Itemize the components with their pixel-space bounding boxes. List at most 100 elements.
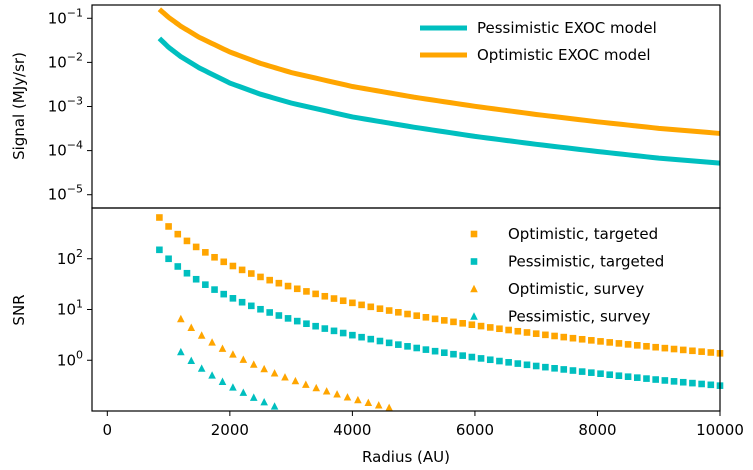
data-point [551, 365, 558, 372]
data-point [450, 350, 457, 358]
data-point [333, 390, 341, 398]
legend-marker-swatch [470, 312, 478, 320]
data-point [260, 364, 268, 373]
data-point [459, 320, 466, 327]
data-point [542, 331, 549, 339]
snr-panel: 102 101 100 0 2000 4000 6000 8000 10000 SNR Rad… [10, 207, 744, 466]
data-point [468, 353, 476, 361]
legend-label: Optimistic, survey [508, 280, 644, 298]
data-point [440, 317, 448, 324]
legend-marker-swatch [470, 258, 478, 265]
data-point [422, 313, 430, 321]
snr-y-ticks: 102 101 100 [57, 247, 92, 369]
data-point [468, 321, 476, 329]
data-point [284, 315, 292, 322]
data-point [578, 335, 586, 343]
y-tick-label: 102 [57, 247, 83, 268]
data-point [177, 347, 185, 356]
data-point [187, 356, 196, 365]
data-point [496, 357, 503, 365]
data-point [358, 301, 365, 309]
data-point [689, 379, 696, 387]
data-point [303, 288, 310, 295]
data-point [679, 378, 687, 386]
data-point [321, 325, 329, 332]
data-point [208, 371, 216, 379]
data-point [643, 342, 650, 350]
data-point [376, 337, 384, 345]
data-point [551, 332, 558, 340]
data-point [707, 349, 715, 356]
legend-label: Pessimistic EXOC model [477, 19, 657, 37]
data-point [597, 338, 604, 345]
y-tick-label: 100 [57, 348, 83, 369]
data-point [505, 359, 512, 366]
data-point [202, 249, 209, 256]
data-point [257, 305, 264, 313]
data-point [486, 356, 494, 364]
data-point [270, 369, 279, 377]
data-point [238, 298, 246, 306]
data-point [624, 373, 632, 380]
data-point [606, 339, 614, 346]
data-point [560, 333, 568, 341]
data-point [404, 343, 411, 350]
y-tick-label: 10−3 [48, 95, 83, 116]
data-point [358, 333, 365, 341]
data-point [275, 312, 283, 319]
data-point [229, 383, 237, 391]
data-point [174, 263, 182, 270]
radius-x-ticks: 0 2000 4000 6000 8000 10000 [103, 411, 744, 439]
signal-y-axis-title: Signal (MJy/sr) [10, 52, 28, 160]
data-point [413, 312, 421, 319]
data-point [249, 360, 258, 368]
data-point [302, 380, 310, 388]
data-point [698, 348, 705, 355]
data-point [165, 223, 172, 230]
data-point [633, 374, 641, 381]
data-point [376, 305, 384, 313]
data-point [312, 322, 319, 330]
data-point [218, 377, 227, 385]
y-tick-label: 10−2 [48, 50, 83, 71]
data-point [339, 297, 347, 305]
data-point [266, 309, 273, 316]
snr-legend: Optimistic, targeted Pessimistic, targete… [470, 225, 664, 326]
data-point [707, 381, 715, 389]
data-point [523, 361, 531, 369]
legend-label: Pessimistic, targeted [508, 253, 664, 271]
data-point [385, 339, 393, 347]
data-point [291, 376, 300, 385]
data-point [624, 341, 632, 348]
data-point [211, 253, 218, 261]
data-point [431, 347, 439, 355]
data-point [505, 326, 512, 334]
data-point [569, 367, 577, 374]
data-point [165, 255, 172, 263]
data-point [523, 329, 531, 336]
data-point [496, 325, 503, 333]
data-point [229, 350, 237, 358]
data-point [477, 355, 485, 362]
data-point [260, 397, 268, 406]
signal-y-ticks: 10−1 10−2 10−3 10−4 10−5 [48, 6, 92, 204]
x-tick-label: 6000 [456, 421, 494, 439]
x-tick-label: 0 [103, 421, 113, 439]
data-point [670, 378, 678, 385]
data-point [514, 360, 522, 367]
data-point [220, 258, 228, 266]
data-point [661, 344, 669, 352]
data-point [422, 346, 430, 353]
data-point [615, 340, 623, 347]
data-point [364, 398, 373, 406]
x-tick-label: 10000 [696, 421, 744, 439]
data-point [385, 307, 393, 314]
data-point [218, 344, 227, 352]
data-point [183, 269, 191, 277]
x-tick-label: 2000 [211, 421, 249, 439]
data-point [192, 243, 200, 251]
signal-panel: 10−1 10−2 10−3 10−4 10−5 Signal (MJy/sr) Pes… [10, 4, 721, 209]
data-point [578, 368, 586, 375]
data-point [208, 338, 216, 346]
x-tick-label: 4000 [333, 421, 371, 439]
